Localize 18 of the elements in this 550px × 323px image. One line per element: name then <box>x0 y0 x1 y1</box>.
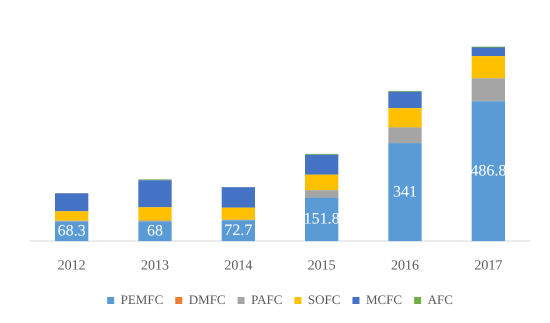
data-label: 68.3 <box>58 222 86 240</box>
legend-label: MCFC <box>366 292 402 307</box>
legend-label: DMFC <box>188 292 226 307</box>
x-tick-label: 2016 <box>391 258 419 274</box>
legend-label: AFC <box>428 292 453 307</box>
data-label: 72.7 <box>224 222 252 239</box>
x-tick-label: 2017 <box>474 258 502 274</box>
x-tick-label: 2015 <box>308 258 336 274</box>
legend-label: PEMFC <box>120 292 164 307</box>
legend-label: PAFC <box>251 292 282 307</box>
data-label: 151.8 <box>304 210 340 228</box>
x-tick-label: 2014 <box>224 258 252 274</box>
x-tick-label: 2013 <box>141 258 169 274</box>
legend-label: SOFC <box>308 292 340 307</box>
data-label: 341 <box>393 183 417 200</box>
x-tick-label: 2012 <box>58 258 86 274</box>
data-label: 486.8 <box>470 162 506 180</box>
data-label: 68 <box>147 222 163 240</box>
